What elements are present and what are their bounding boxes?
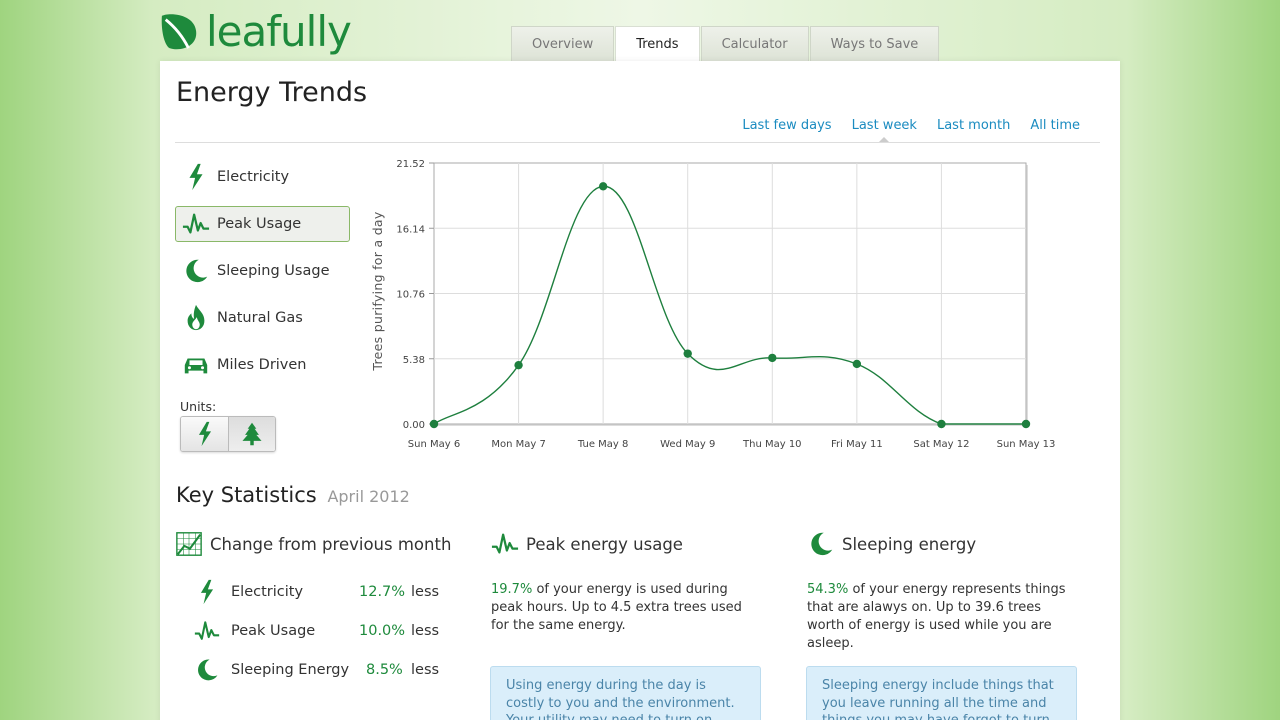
key-statistics-title: Key Statistics (176, 483, 317, 507)
unit-energy-button[interactable] (181, 417, 228, 451)
sleeping-energy-text: of your energy represents things that ar… (807, 582, 1066, 651)
x-tick-label: Wed May 9 (660, 439, 715, 450)
data-point[interactable] (683, 349, 692, 358)
metric-label: Miles Driven (217, 357, 307, 373)
tree-icon (239, 421, 265, 447)
leaf-icon (161, 14, 197, 50)
change-direction: less (411, 584, 440, 600)
change-value: 12.7% (359, 584, 406, 600)
y-tick-label: 5.38 (403, 355, 425, 366)
tab-calculator[interactable]: Calculator (700, 26, 809, 61)
metric-natural-gas[interactable]: Natural Gas (175, 300, 350, 336)
x-tick-label: Fri May 11 (831, 439, 883, 450)
y-tick-label: 0.00 (403, 420, 425, 431)
change-direction: less (411, 623, 440, 639)
range-all-time[interactable]: All time (1030, 118, 1080, 133)
key-statistics-heading: Key Statistics April 2012 (176, 483, 410, 507)
metric-peak-usage[interactable]: Peak Usage (175, 206, 350, 242)
y-tick-label: 21.52 (396, 159, 425, 170)
series-line (433, 185, 1026, 425)
metric-miles-driven[interactable]: Miles Driven (175, 347, 350, 383)
sleeping-energy-tip: Sleeping energy include things that you … (806, 666, 1077, 720)
metric-label: Peak Usage (217, 216, 302, 232)
tab-ways-to-save[interactable]: Ways to Save (809, 26, 940, 61)
metric-label: Electricity (217, 169, 290, 185)
moon-icon (806, 529, 836, 559)
change-label: Sleeping Energy (231, 662, 350, 678)
main-panel: Energy Trends Last few days Last week La… (160, 61, 1120, 720)
units-toggle (180, 416, 276, 452)
change-row-electricity: Electricity 12.7% less (193, 578, 439, 606)
energy-trend-chart: 0.00 5.38 10.76 16.14 21.52 Sun May 6 Mon May… (370, 159, 1056, 450)
brand-name: leafully (206, 7, 352, 56)
tab-overview[interactable]: Overview (511, 26, 615, 61)
sleeping-energy-percent: 54.3% (807, 582, 849, 597)
key-statistics-period: April 2012 (327, 487, 410, 506)
peak-usage-icon (181, 209, 211, 239)
unit-trees-button[interactable] (228, 417, 275, 451)
peak-energy-description: 19.7% of your energy is used during peak… (491, 581, 761, 635)
metric-label: Natural Gas (217, 310, 303, 326)
x-tick-label: Sat May 12 (913, 439, 969, 450)
x-tick-label: Sun May 13 (997, 439, 1056, 450)
y-tick-label: 10.76 (396, 290, 425, 301)
page-title: Energy Trends (176, 77, 368, 108)
data-point[interactable] (514, 360, 523, 370)
data-point[interactable] (1021, 419, 1031, 429)
moon-icon (193, 656, 221, 684)
change-row-sleeping-energy: Sleeping Energy 8.5% less (193, 656, 439, 684)
peak-usage-icon (193, 617, 221, 645)
change-value: 10.0% (359, 623, 406, 639)
trend-chart-icon (174, 529, 204, 559)
change-value: 8.5% (366, 662, 403, 678)
peak-energy-heading-label: Peak energy usage (526, 534, 683, 554)
units-label: Units: (180, 399, 217, 414)
change-label: Peak Usage (231, 623, 316, 639)
range-last-month[interactable]: Last month (936, 118, 1011, 133)
peak-energy-percent: 19.7% (491, 582, 533, 597)
x-tick-label: Sun May 6 (408, 439, 460, 450)
moon-icon (181, 256, 211, 286)
data-point[interactable] (429, 419, 439, 429)
car-icon (181, 350, 211, 380)
range-last-week[interactable]: Last week (851, 118, 917, 143)
metric-sleeping-usage[interactable]: Sleeping Usage (175, 253, 350, 289)
tab-trends[interactable]: Trends (615, 26, 700, 62)
peak-energy-tip: Using energy during the day is costly to… (490, 666, 761, 720)
header-divider (175, 142, 1100, 143)
change-heading-label: Change from previous month (210, 534, 452, 554)
lightning-icon (193, 578, 221, 606)
data-point[interactable] (768, 353, 777, 363)
brand-logo[interactable]: leafully (160, 4, 352, 60)
peak-energy-text: of your energy is used during peak hours… (491, 582, 742, 633)
range-last-few-days[interactable]: Last few days (742, 118, 832, 133)
change-label: Electricity (231, 584, 304, 600)
peak-usage-icon (490, 529, 520, 559)
metric-electricity[interactable]: Electricity (175, 159, 350, 195)
time-range-selector: Last few days Last week Last month All t… (742, 118, 1080, 143)
data-point[interactable] (937, 419, 946, 429)
sleeping-energy-heading-label: Sleeping energy (842, 534, 977, 554)
sleeping-energy-description: 54.3% of your energy represents things t… (807, 581, 1077, 653)
x-tick-label: Mon May 7 (491, 439, 545, 450)
lightning-icon (196, 421, 214, 447)
y-tick-label: 16.14 (396, 224, 425, 235)
main-tabs: Overview Trends Calculator Ways to Save (511, 26, 940, 62)
y-axis-label: Trees purifying for a day (370, 211, 385, 371)
x-tick-label: Tue May 8 (577, 439, 628, 450)
sleeping-energy-heading: Sleeping energy (806, 529, 976, 559)
metric-label: Sleeping Usage (217, 263, 330, 279)
change-direction: less (411, 662, 440, 678)
change-row-peak-usage: Peak Usage 10.0% less (193, 617, 439, 645)
data-point[interactable] (598, 182, 608, 191)
lightning-icon (181, 162, 211, 192)
metric-list: Electricity Peak Usage Sleeping Usage Na… (175, 159, 350, 394)
change-heading: Change from previous month (174, 529, 451, 559)
peak-energy-heading: Peak energy usage (490, 529, 683, 559)
flame-icon (181, 303, 211, 333)
data-point[interactable] (852, 359, 862, 369)
x-tick-label: Thu May 10 (742, 439, 802, 450)
